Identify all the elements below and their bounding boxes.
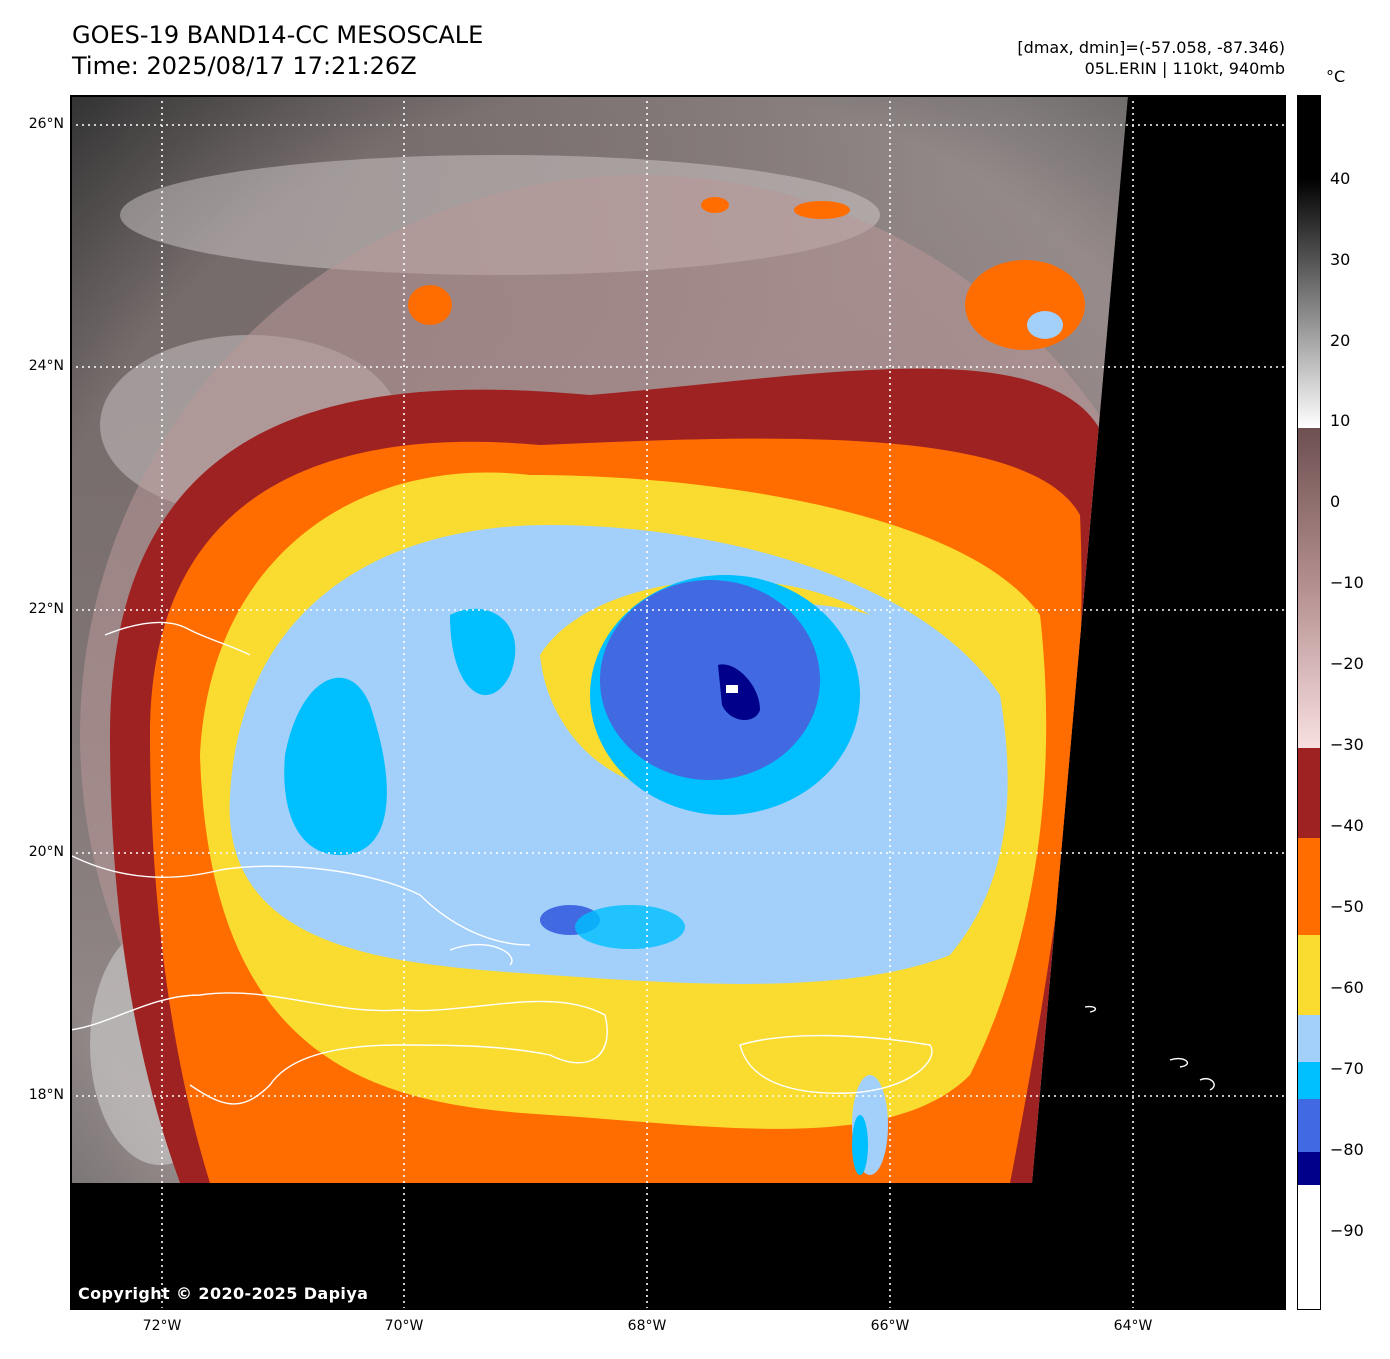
colorbar-navy-segment: [1297, 1152, 1321, 1185]
colorbar-tick: −20: [1330, 654, 1364, 673]
lat-label-20n: 20°N: [28, 844, 64, 860]
colorbar-tick: 10: [1330, 411, 1351, 430]
colorbar-white-segment: [1297, 1185, 1321, 1310]
temperature-range-readout: [dmax, dmin]=(-57.058, -87.346): [1017, 38, 1285, 57]
satellite-map: [70, 95, 1286, 1310]
lon-label-68w: 68°W: [627, 1318, 667, 1334]
colorbar-tick: −40: [1330, 816, 1364, 835]
lon-label-66w: 66°W: [870, 1318, 910, 1334]
colorbar-tick: −60: [1330, 978, 1364, 997]
colorbar-tick: 40: [1330, 169, 1351, 188]
lat-label-22n: 22°N: [28, 601, 64, 617]
colorbar-tick: −10: [1330, 573, 1364, 592]
colorbar-yellow-segment: [1297, 935, 1321, 1015]
colorbar-royalblue-segment: [1297, 1099, 1321, 1152]
colorbar-cyan-segment: [1297, 1062, 1321, 1099]
colorbar: [1297, 95, 1321, 1310]
colorbar-tick: 30: [1330, 250, 1351, 269]
colorbar-lightblue-segment: [1297, 1015, 1321, 1062]
lat-label-24n: 24°N: [28, 358, 64, 374]
graticule: [70, 95, 1286, 1310]
observation-time: Time: 2025/08/17 17:21:26Z: [72, 52, 417, 80]
colorbar-tick: 20: [1330, 331, 1351, 350]
coastlines: [70, 621, 1215, 1105]
colorbar-pink-segment: [1297, 428, 1321, 748]
colorbar-tick: 0: [1330, 492, 1341, 511]
lon-label-70w: 70°W: [384, 1318, 424, 1334]
colorbar-unit: °C: [1326, 67, 1346, 86]
colorbar-tick: −30: [1330, 735, 1364, 754]
chart-title: GOES-19 BAND14-CC MESOSCALE: [72, 21, 484, 49]
colorbar-tick: −70: [1330, 1059, 1364, 1078]
colorbar-orange-segment: [1297, 838, 1321, 935]
lat-label-26n: 26°N: [28, 116, 64, 132]
colorbar-darkred-segment: [1297, 748, 1321, 838]
colorbar-tick: −90: [1330, 1221, 1364, 1240]
copyright-notice: Copyright © 2020-2025 Dapiya: [78, 1284, 369, 1303]
storm-info: 05L.ERIN | 110kt, 940mb: [1084, 59, 1285, 78]
map-border: [70, 95, 1286, 1310]
colorbar-warm-segment: [1297, 95, 1321, 428]
lon-label-72w: 72°W: [142, 1318, 182, 1334]
colorbar-tick: −50: [1330, 897, 1364, 916]
colorbar-tick: −80: [1330, 1140, 1364, 1159]
lat-label-18n: 18°N: [28, 1087, 64, 1103]
cloud-top-imagery: [70, 95, 1128, 1183]
lon-label-64w: 64°W: [1113, 1318, 1153, 1334]
